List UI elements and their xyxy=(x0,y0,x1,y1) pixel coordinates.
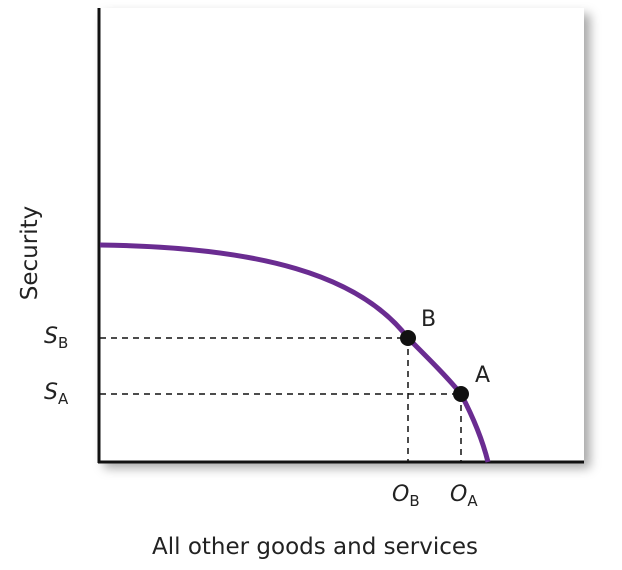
point-a xyxy=(453,386,469,402)
label-a: A xyxy=(475,363,491,388)
x-axis-label: All other goods and services xyxy=(152,534,478,560)
tick-oa: OA xyxy=(450,482,478,510)
tick-sa: SA xyxy=(44,380,69,408)
tick-sb: SB xyxy=(44,324,69,352)
tick-ob: OB xyxy=(392,482,420,510)
point-b xyxy=(400,330,416,346)
ppc-curve xyxy=(99,242,491,463)
y-axis-label: Security xyxy=(17,205,43,301)
plot-frame xyxy=(98,8,584,462)
label-b: B xyxy=(421,307,437,332)
